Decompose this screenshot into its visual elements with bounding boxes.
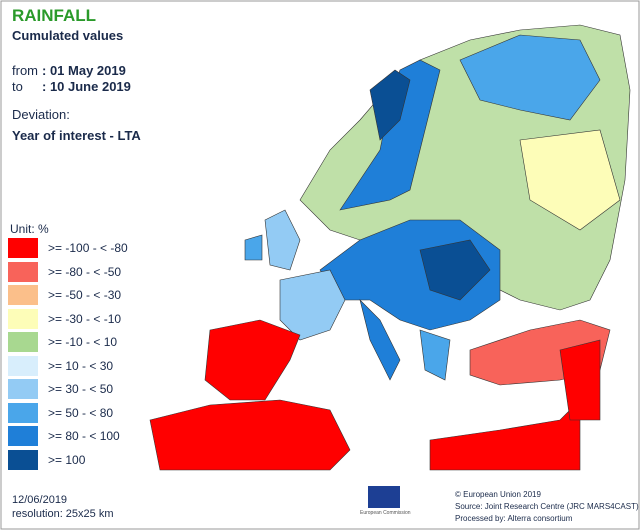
from-label: from	[12, 63, 38, 78]
source: Source: Joint Research Centre (JRC MARS4…	[455, 502, 639, 511]
title: RAINFALL	[12, 6, 97, 25]
legend-unit: Unit: %	[10, 222, 49, 236]
legend-label: >= 10 - < 30	[48, 358, 114, 373]
from-value: : 01 May 2019	[42, 63, 126, 78]
legend-label: >= -80 - < -50	[48, 264, 122, 279]
date: 12/06/2019	[12, 494, 68, 506]
deviation-value: Year of interest - LTA	[12, 128, 141, 143]
legend-swatch	[8, 402, 38, 423]
subtitle: Cumulated values	[12, 28, 124, 43]
legend-label: >= 30 - < 50	[48, 382, 114, 396]
legend-swatch	[8, 285, 38, 305]
legend-label: >= 80 - < 100	[48, 429, 120, 443]
legend-swatch	[8, 379, 38, 399]
legend-label: >= -10 - < 10	[48, 335, 118, 349]
legend-label: >= -100 - < -80	[48, 241, 128, 255]
map-land	[149, 24, 631, 471]
legend-label: >= -30 - < -10	[48, 311, 122, 326]
to-value: : 10 June 2019	[42, 79, 131, 94]
legend-swatch	[8, 426, 38, 446]
eu-flag	[368, 486, 400, 508]
resolution: resolution: 25x25 km	[12, 508, 114, 520]
legend-swatch	[8, 261, 38, 282]
copyright: © European Union 2019	[455, 490, 541, 499]
legend-label: >= -50 - < -30	[48, 288, 122, 302]
legend-swatch	[8, 449, 38, 470]
legend-label: >= 100	[48, 452, 86, 467]
logo-text: European Commission	[360, 510, 411, 516]
legend-swatch	[8, 238, 38, 258]
legend-swatch	[8, 355, 38, 376]
processed: Processed by: Alterra consortium	[455, 514, 573, 523]
to-label: to	[12, 79, 23, 94]
deviation-label: Deviation:	[12, 107, 70, 122]
legend-swatch	[8, 308, 38, 329]
legend-label: >= 50 - < 80	[48, 405, 114, 420]
legend-swatch	[8, 332, 38, 352]
